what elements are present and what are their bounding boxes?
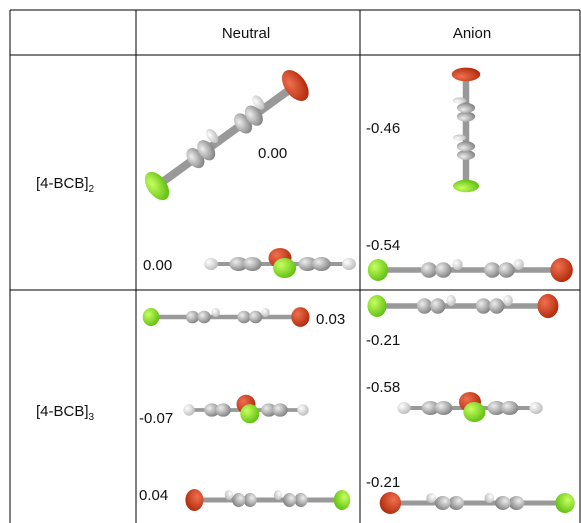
- row-label: [4-BCB]3: [36, 403, 95, 423]
- row-label-subscript: 3: [89, 412, 95, 423]
- row-label: [4-BCB]2: [36, 175, 95, 195]
- row-label-subscript: 2: [89, 184, 95, 195]
- column-header: Anion: [453, 25, 491, 42]
- row-label-text: [4-BCB]: [36, 403, 89, 420]
- charge-value: -0.21: [366, 474, 400, 491]
- row-label-text: [4-BCB]: [36, 175, 89, 192]
- charge-value: -0.58: [366, 379, 400, 396]
- charge-value: -0.54: [366, 237, 400, 254]
- charge-value: 0.03: [316, 311, 345, 328]
- charge-value: -0.21: [366, 332, 400, 349]
- charge-value: 0.00: [143, 257, 172, 274]
- page: Neutral Anion [4-BCB]2 [4-BCB]3 0.00 0.0…: [0, 0, 581, 523]
- charge-value: 0.00: [258, 145, 287, 162]
- charge-value: -0.46: [366, 120, 400, 137]
- table-figure: Neutral Anion [4-BCB]2 [4-BCB]3 0.00 0.0…: [0, 0, 581, 523]
- column-header: Neutral: [222, 25, 270, 42]
- charge-value: -0.07: [139, 410, 173, 427]
- charge-value: 0.04: [139, 487, 168, 504]
